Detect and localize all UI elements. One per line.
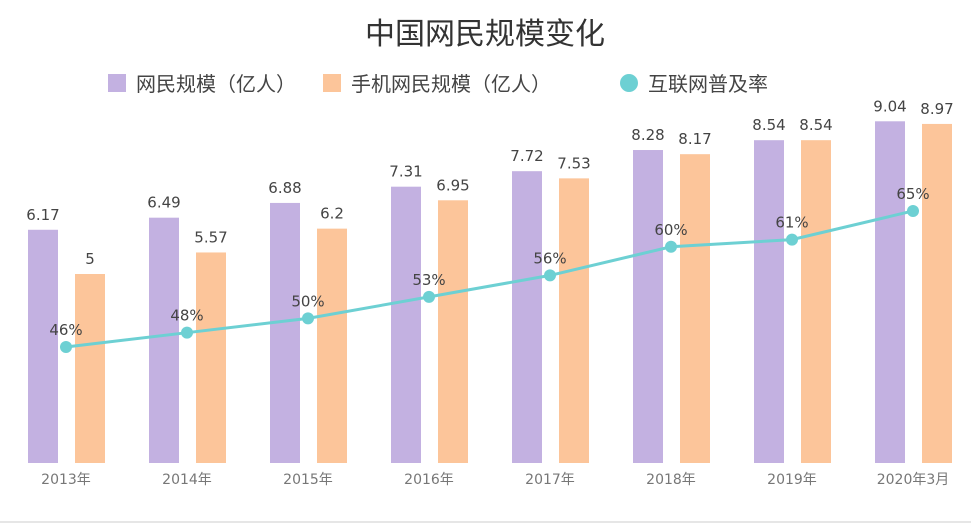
bar-label-0-6: 8.54 <box>752 116 785 134</box>
rate-label-6: 61% <box>775 214 808 232</box>
rate-point-4 <box>544 269 556 282</box>
legend: 网民规模（亿人） 手机网民规模（亿人） 互联网普及率 <box>108 72 768 96</box>
rate-point-0 <box>60 341 72 353</box>
bar-1-5 <box>680 154 710 463</box>
bar-0-7 <box>875 121 905 464</box>
x-tick-label: 2014年 <box>162 472 212 488</box>
bar-label-0-0: 6.17 <box>26 206 59 224</box>
x-tick-label: 2013年 <box>41 472 91 488</box>
bar-label-0-1: 6.49 <box>147 194 180 212</box>
rate-label-1: 48% <box>170 307 203 325</box>
bar-0-4 <box>512 171 542 463</box>
bar-label-0-7: 9.04 <box>873 97 906 115</box>
rate-point-1 <box>181 326 193 339</box>
legend-swatch-2 <box>620 74 638 92</box>
x-tick-label: 2015年 <box>283 472 333 488</box>
line-series: 46% 48% 50% 53% 56% 60% 61% 65% <box>49 185 930 353</box>
rate-point-5 <box>665 240 677 253</box>
rate-point-6 <box>786 233 798 246</box>
x-tick-label: 2020年3月 <box>877 472 950 488</box>
bar-label-1-0: 5 <box>85 250 95 268</box>
chart-title: 中国网民规模变化 <box>365 17 605 52</box>
bar-1-6 <box>801 140 831 464</box>
rate-label-3: 53% <box>412 271 445 289</box>
bar-label-1-5: 8.17 <box>678 130 711 148</box>
rate-label-4: 56% <box>533 249 566 267</box>
rate-line <box>65 209 914 349</box>
bar-1-1 <box>196 252 226 463</box>
x-tick-label: 2019年 <box>767 472 817 488</box>
bar-1-2 <box>317 228 347 463</box>
rate-label-0: 46% <box>49 321 82 339</box>
legend-label-1: 手机网民规模（亿人） <box>351 72 551 96</box>
bar-0-5 <box>633 150 663 464</box>
bar-0-6 <box>754 140 784 464</box>
rate-point-7 <box>907 204 919 217</box>
x-tick-label: 2017年 <box>525 472 575 488</box>
bar-1-0 <box>75 274 105 463</box>
x-tick-label: 2018年 <box>646 472 696 488</box>
rate-point-3 <box>423 290 435 303</box>
legend-swatch-0 <box>108 74 126 92</box>
bar-1-4 <box>559 178 589 463</box>
rate-label-2: 50% <box>291 292 324 310</box>
rate-point-2 <box>302 312 314 325</box>
bar-0-3 <box>391 186 421 463</box>
x-axis: 2013年 2014年 2015年 2016年 2017年 2018年 2019年 2020年… <box>41 472 949 488</box>
rate-label-5: 60% <box>654 221 687 239</box>
bars: 6.17 5 6.49 5.57 6.88 6.2 7.31 6.95 7.72 7.53 8.28… <box>26 97 954 464</box>
bar-0-2 <box>270 202 300 463</box>
bar-label-1-4: 7.53 <box>557 154 590 172</box>
bar-1-3 <box>438 200 468 464</box>
rate-label-7: 65% <box>896 185 929 203</box>
bar-0-0 <box>28 229 58 463</box>
bar-label-1-3: 6.95 <box>436 176 469 194</box>
bar-label-1-1: 5.57 <box>194 228 227 246</box>
bar-0-1 <box>149 217 179 463</box>
bar-label-0-3: 7.31 <box>389 163 422 181</box>
bar-1-7 <box>922 123 952 464</box>
legend-label-2: 互联网普及率 <box>648 72 768 96</box>
x-tick-label: 2016年 <box>404 472 454 488</box>
bar-label-1-6: 8.54 <box>799 116 832 134</box>
bar-label-0-2: 6.88 <box>268 179 301 197</box>
bar-label-0-5: 8.28 <box>631 126 664 144</box>
bar-label-1-7: 8.97 <box>920 100 953 118</box>
legend-swatch-1 <box>323 74 341 92</box>
bar-label-0-4: 7.72 <box>510 147 543 165</box>
legend-label-0: 网民规模（亿人） <box>136 72 296 96</box>
bar-label-1-2: 6.2 <box>320 205 344 223</box>
